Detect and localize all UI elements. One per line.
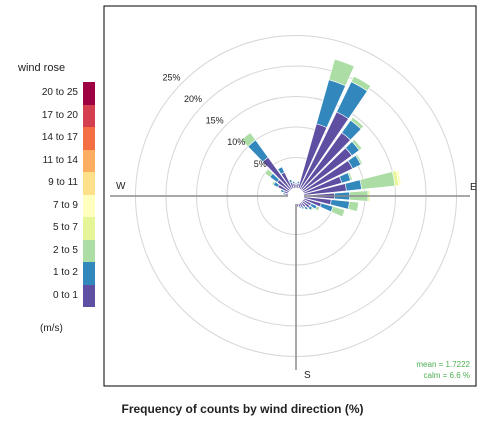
ring-label: 5%: [254, 159, 267, 169]
petal-segment: [351, 138, 363, 151]
petal-segment: [241, 132, 257, 147]
direction-label-w: W: [116, 181, 126, 192]
petal-segment: [288, 179, 293, 184]
legend-label: 0 to 1: [52, 289, 78, 301]
legend-swatch: [83, 262, 95, 285]
petal-segment: [301, 206, 305, 210]
legend-swatch: [83, 284, 95, 307]
legend-swatch: [83, 104, 95, 127]
petal-segment: [280, 189, 285, 193]
petal-segment: [310, 207, 314, 212]
petal-segment: [298, 206, 302, 209]
legend-swatch: [83, 127, 95, 150]
legend-title: wind rose: [18, 62, 66, 74]
direction-label-e: E: [470, 182, 477, 193]
legend-label: 7 to 9: [52, 199, 78, 211]
legend-swatch: [83, 217, 95, 240]
petal-segment: [277, 166, 285, 175]
legend-label: 11 to 14: [42, 154, 78, 166]
legend-label: 5 to 7: [52, 222, 78, 233]
legend-label: 20 to 25: [41, 87, 78, 98]
petal-segment: [271, 180, 276, 186]
direction-label-s: S: [304, 370, 311, 381]
ring-labels: 5% 10% 15% 20% 25%: [162, 73, 266, 169]
petal-segment: [282, 192, 286, 196]
legend-swatch: [83, 172, 95, 195]
petal-segment: [292, 181, 296, 184]
legend-swatch: [83, 239, 95, 262]
stats-calm: calm = 6.6 %: [424, 371, 470, 380]
calm-circle: [288, 188, 304, 204]
chart-caption: Frequency of counts by wind direction (%…: [121, 402, 364, 416]
petal-segment: [303, 205, 309, 211]
petal-segment: [347, 171, 353, 181]
ring-label: 10%: [227, 137, 245, 147]
petal-segment: [355, 154, 363, 166]
legend-label: 14 to 17: [41, 132, 78, 143]
petal-segment: [330, 206, 346, 218]
ring-label: 15%: [206, 116, 224, 126]
petal-segment: [395, 169, 402, 186]
legend-swatch: [83, 149, 95, 172]
ring-label: 20%: [184, 94, 202, 104]
petal-segment: [294, 182, 298, 185]
petal-segment: [314, 205, 321, 212]
ring-label: 25%: [162, 73, 180, 83]
legend-swatch: [83, 82, 95, 105]
legend-swatch: [83, 194, 95, 217]
petal-segment: [347, 201, 359, 212]
legend-label: 2 to 5: [52, 244, 78, 256]
petal-segment: [328, 58, 355, 87]
petal-segment: [264, 168, 274, 178]
legend-label: 9 to 11: [48, 177, 78, 188]
legend-label: 1 to 2: [52, 267, 78, 278]
petal-segment: [350, 116, 365, 130]
petal-segment: [296, 181, 300, 184]
legend-label: 17 to 20: [41, 109, 78, 121]
petal-segment: [350, 75, 372, 92]
legend-units: (m/s): [40, 323, 63, 334]
stats-mean: mean = 1.7222: [416, 360, 470, 369]
